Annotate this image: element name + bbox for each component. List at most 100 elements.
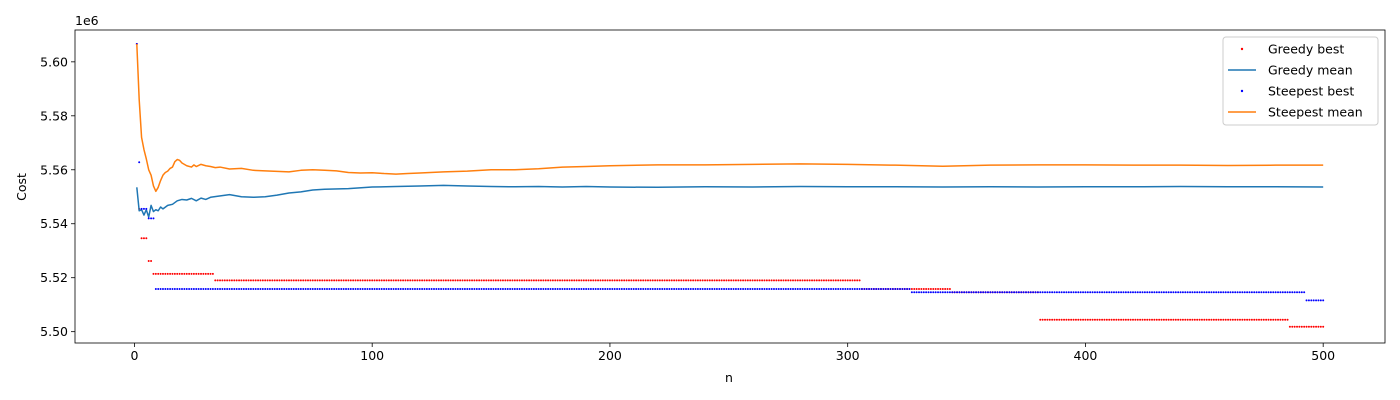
data-point (1039, 318, 1042, 321)
data-point (528, 288, 531, 291)
data-point (623, 288, 626, 291)
x-tick-label: 100 (360, 348, 384, 363)
data-point (1203, 318, 1206, 321)
data-point (1108, 291, 1111, 294)
data-point (394, 279, 397, 282)
data-point (311, 279, 314, 282)
data-point (1165, 318, 1168, 321)
data-point (140, 207, 143, 210)
data-point (537, 279, 540, 282)
data-point (278, 279, 281, 282)
series-steepest-mean (136, 43, 1324, 193)
data-point (730, 288, 733, 291)
data-point (1093, 318, 1096, 321)
data-point (589, 288, 592, 291)
data-point (1186, 291, 1189, 294)
data-point (651, 279, 654, 282)
data-point (1124, 291, 1127, 294)
data-point (1189, 318, 1192, 321)
data-point (582, 288, 585, 291)
data-point (513, 279, 516, 282)
data-point (920, 291, 923, 294)
data-point (390, 279, 393, 282)
data-point (397, 279, 400, 282)
data-point (306, 279, 309, 282)
data-point (200, 272, 203, 275)
data-point (575, 279, 578, 282)
data-point (937, 291, 940, 294)
data-point (326, 279, 329, 282)
data-point (1317, 299, 1320, 302)
data-point (399, 288, 402, 291)
data-point (1293, 325, 1296, 328)
data-point (1041, 291, 1044, 294)
data-point (1277, 291, 1280, 294)
data-point (471, 288, 474, 291)
data-point (682, 279, 685, 282)
data-point (656, 279, 659, 282)
data-point (501, 288, 504, 291)
data-point (706, 288, 709, 291)
data-point (727, 279, 730, 282)
data-point (487, 279, 490, 282)
data-point (1093, 291, 1096, 294)
data-point (216, 288, 219, 291)
legend-label: Steepest mean (1268, 105, 1363, 120)
data-point (796, 288, 799, 291)
x-tick-label: 0 (130, 348, 138, 363)
data-point (580, 288, 583, 291)
data-point (815, 279, 818, 282)
data-point (1162, 291, 1165, 294)
data-point (188, 272, 191, 275)
data-point (715, 279, 718, 282)
data-point (247, 288, 250, 291)
data-point (1205, 291, 1208, 294)
data-point (1058, 318, 1061, 321)
data-point (1048, 318, 1051, 321)
data-point (532, 288, 535, 291)
data-point (235, 288, 238, 291)
data-point (568, 288, 571, 291)
data-point (856, 279, 859, 282)
data-point (1300, 291, 1303, 294)
data-point (1174, 291, 1177, 294)
data-point (723, 279, 726, 282)
data-point (1053, 291, 1056, 294)
y-tick-label: 5.54 (40, 216, 68, 231)
data-point (625, 288, 628, 291)
data-point (518, 279, 521, 282)
data-point (375, 279, 378, 282)
data-point (994, 291, 997, 294)
data-point (751, 279, 754, 282)
data-point (1284, 318, 1287, 321)
data-point (371, 279, 374, 282)
data-point (592, 279, 595, 282)
data-point (732, 288, 735, 291)
data-point (1253, 291, 1256, 294)
data-point (459, 279, 462, 282)
data-point (1234, 291, 1237, 294)
data-point (956, 291, 959, 294)
data-point (1281, 318, 1284, 321)
data-point (1286, 318, 1289, 321)
data-point (818, 279, 821, 282)
data-point (1079, 291, 1082, 294)
data-point (680, 279, 683, 282)
data-point (268, 279, 271, 282)
data-point (1284, 291, 1287, 294)
data-point (903, 288, 906, 291)
data-point (1172, 318, 1175, 321)
data-point (345, 288, 348, 291)
data-point (554, 288, 557, 291)
data-point (152, 272, 155, 275)
data-point (1219, 318, 1222, 321)
data-point (701, 288, 704, 291)
data-point (996, 291, 999, 294)
data-point (1274, 291, 1277, 294)
data-point (233, 288, 236, 291)
data-point (478, 279, 481, 282)
data-point (846, 288, 849, 291)
data-point (385, 288, 388, 291)
data-point (692, 288, 695, 291)
data-point (161, 272, 164, 275)
